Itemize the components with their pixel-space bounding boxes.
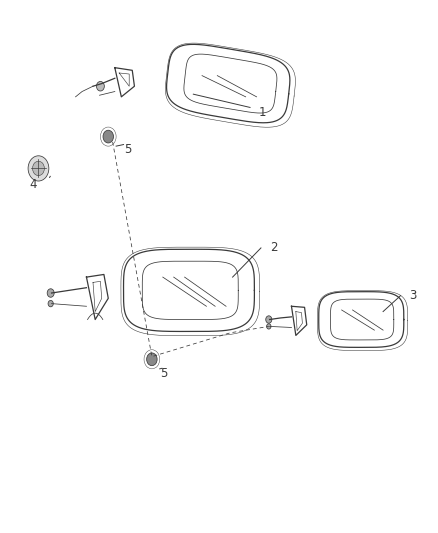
- Circle shape: [103, 130, 113, 143]
- Text: 5: 5: [160, 367, 167, 380]
- Circle shape: [32, 161, 44, 175]
- Circle shape: [48, 301, 53, 307]
- Circle shape: [28, 156, 49, 181]
- Circle shape: [266, 324, 270, 329]
- Text: 1: 1: [258, 106, 266, 119]
- Circle shape: [47, 289, 54, 297]
- Text: 4: 4: [29, 178, 36, 191]
- Text: 2: 2: [269, 241, 276, 254]
- Circle shape: [96, 82, 104, 91]
- Circle shape: [146, 353, 157, 366]
- Text: 3: 3: [408, 289, 416, 302]
- Text: 5: 5: [124, 143, 131, 156]
- Circle shape: [265, 316, 271, 323]
